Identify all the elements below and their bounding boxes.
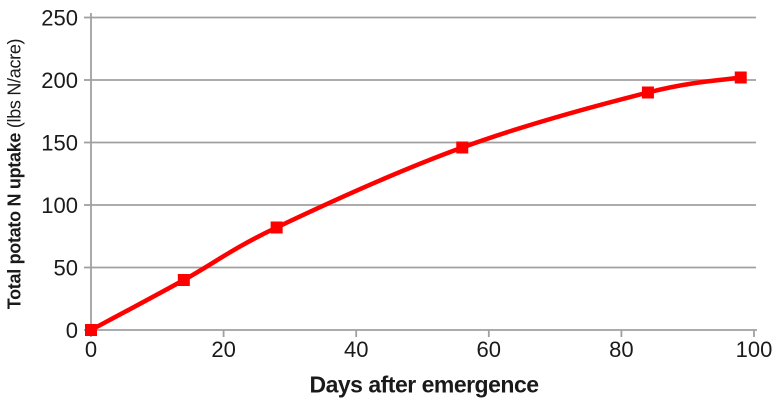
y-tick-label-50: 50 <box>54 256 78 281</box>
data-marker-14 <box>177 274 190 286</box>
data-marker-98 <box>734 71 747 84</box>
x-tick-label-0: 0 <box>85 337 97 362</box>
y-tick-label-100: 100 <box>41 193 78 218</box>
y-tick-label-200: 200 <box>41 68 78 93</box>
x-tick-label-100: 100 <box>736 337 773 362</box>
x-tick-label-60: 60 <box>477 337 501 362</box>
x-tick-label-80: 80 <box>609 337 633 362</box>
uptake-series-line <box>88 75 743 333</box>
data-marker-56 <box>456 141 469 154</box>
y-axis-title: Total potato N uptake (lbs N/acre) <box>5 39 26 310</box>
data-marker-84 <box>641 86 654 99</box>
y-tick-label-250: 250 <box>41 6 78 31</box>
data-marker-28 <box>270 221 283 234</box>
y-tick-label-150: 150 <box>41 131 78 156</box>
y-axis-title-main: Total potato N uptake <box>4 132 25 310</box>
x-tick-label-40: 40 <box>344 337 368 362</box>
data-marker-0 <box>85 324 97 336</box>
x-axis-title: Days after emergence <box>309 371 539 398</box>
x-tick-label-20: 20 <box>211 337 235 362</box>
y-tick-label-0: 0 <box>66 318 78 343</box>
y-axis-title-units: (lbs N/acre) <box>4 38 25 129</box>
